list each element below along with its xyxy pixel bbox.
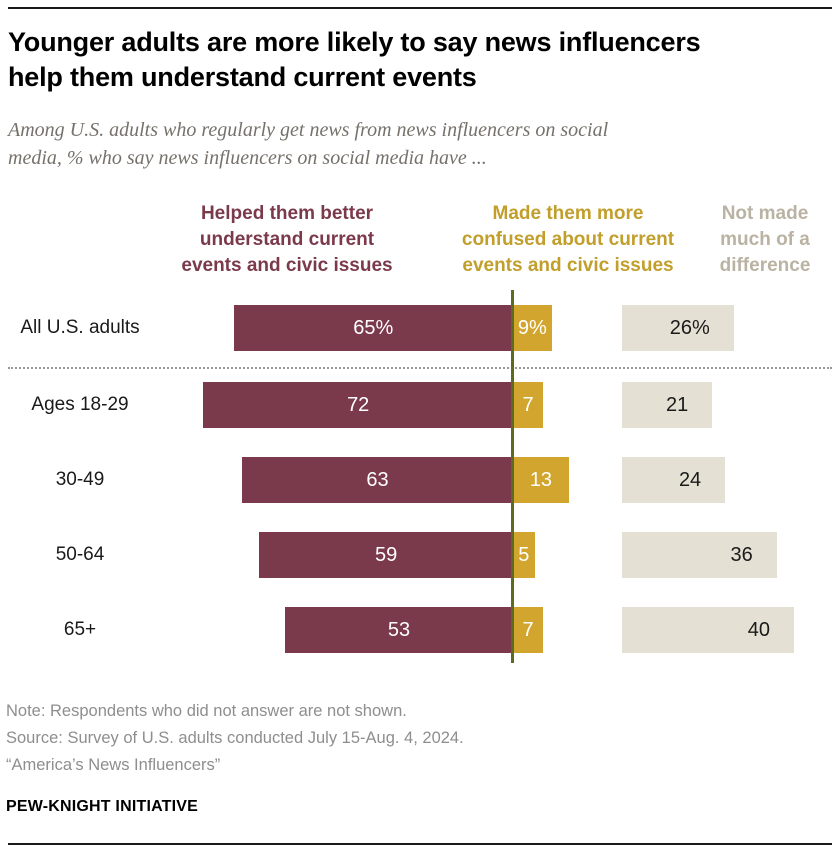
bar-no-difference: 36 (622, 532, 777, 578)
legend-helped: Helped them better understand current ev… (162, 201, 412, 279)
chart-row: 65+ 53 7 40 (0, 607, 840, 653)
category-label: All U.S. adults (20, 317, 140, 338)
legend-no-difference-line-1: Not made (721, 203, 809, 224)
chart-rows: All U.S. adults 65% 9% 26% Ages 18-29 72 7 21 30… (0, 305, 840, 653)
legend-no-difference-line-3: difference (719, 255, 811, 276)
category-label: 30-49 (55, 469, 105, 490)
subtitle-line-2: media, % who say news influencers on soc… (8, 147, 487, 169)
bar-helped: 53 (285, 607, 513, 653)
legend-no-difference: Not made much of a difference (702, 201, 828, 279)
bar-helped: 72 (203, 382, 513, 428)
bar-no-difference: 24 (622, 457, 726, 503)
bar-confused: 9% (513, 305, 552, 351)
bar-confused: 5 (513, 532, 535, 578)
bar-helped: 59 (259, 532, 513, 578)
bar-confused: 7 (513, 607, 544, 653)
bottom-rule (8, 843, 832, 845)
chart-title: Younger adults are more likely to say ne… (8, 25, 832, 95)
chart-subtitle: Among U.S. adults who regularly get news… (8, 116, 818, 172)
subtitle-line-1: Among U.S. adults who regularly get news… (8, 119, 609, 141)
legend-confused-line-2: confused about current (461, 229, 675, 250)
legend-confused: Made them more confused about current ev… (448, 201, 688, 279)
title-line-1: Younger adults are more likely to say ne… (8, 27, 701, 57)
report-title-line: “America’s News Influencers” (6, 756, 221, 774)
chart-row: All U.S. adults 65% 9% 26% (0, 305, 840, 351)
category-label: 65+ (63, 619, 97, 640)
dotted-divider (8, 367, 832, 369)
category-label: Ages 18-29 (31, 394, 129, 415)
chart-row: Ages 18-29 72 7 21 (0, 382, 840, 428)
bar-chart: All U.S. adults 65% 9% 26% Ages 18-29 72 7 21 30… (0, 290, 840, 663)
note-line: Note: Respondents who did not answer are… (6, 702, 407, 720)
legend-helped-line-3: events and civic issues (181, 255, 393, 276)
bar-helped: 63 (242, 457, 513, 503)
chart-notes: Note: Respondents who did not answer are… (6, 698, 464, 779)
axis-divider-line (511, 290, 514, 663)
top-rule (8, 7, 832, 9)
bar-helped: 65% (233, 305, 513, 351)
legend-confused-line-1: Made them more (492, 203, 644, 224)
chart-row: 30-49 63 13 24 (0, 457, 840, 503)
bar-no-difference: 26% (622, 305, 734, 351)
source-line: Source: Survey of U.S. adults conducted … (6, 729, 464, 747)
legend-helped-line-1: Helped them better (200, 203, 374, 224)
legend-confused-line-3: events and civic issues (462, 255, 674, 276)
bar-confused: 7 (513, 382, 544, 428)
footer-brand: PEW-KNIGHT INITIATIVE (6, 798, 199, 815)
title-line-2: help them understand current events (8, 62, 477, 92)
legend-helped-line-2: understand current (199, 229, 375, 250)
bar-no-difference: 21 (622, 382, 713, 428)
chart-row: 50-64 59 5 36 (0, 532, 840, 578)
bar-no-difference: 40 (622, 607, 794, 653)
legend-no-difference-line-2: much of a (720, 229, 810, 250)
bar-confused: 13 (513, 457, 569, 503)
category-label: 50-64 (55, 544, 105, 565)
